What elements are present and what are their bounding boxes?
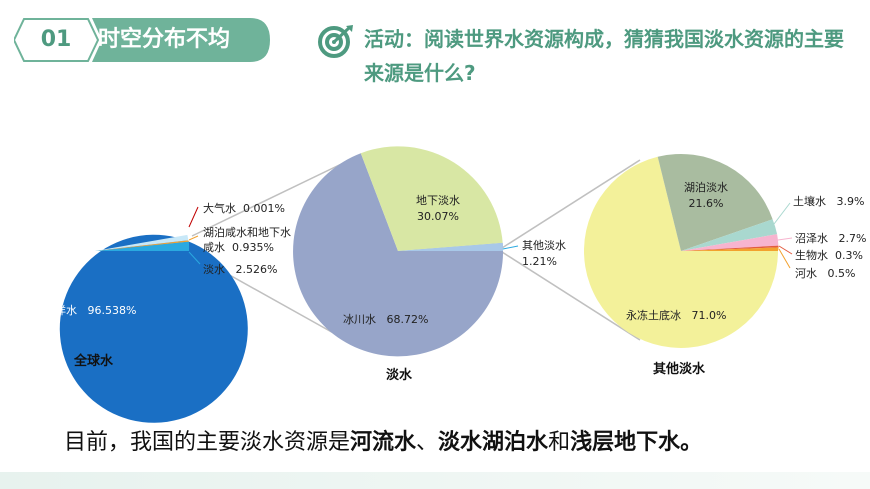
freshwater-pie [293, 146, 519, 357]
label-groundwater: 地下淡水 30.07% [416, 194, 460, 223]
caption-fresh: 淡水 [386, 368, 413, 383]
pie-slice-gap [95, 234, 189, 251]
caption-other: 其他淡水 [653, 362, 706, 377]
header-badge-shape [14, 18, 270, 62]
label-other-fresh: 其他淡水 1.21% [522, 239, 566, 268]
section-header: 01 时空分布不均 [14, 18, 270, 62]
conclusion-text: 目前，我国的主要淡水资源是河流水、淡水湖泊水和浅层地下水。 [64, 430, 703, 455]
activity-text: 活动：阅读世界水资源构成，猜猜我国淡水资源的主要来源是什么? [364, 27, 844, 85]
leader-other-fresh [502, 245, 519, 250]
highlight-ground: 浅层地下水 [570, 430, 681, 455]
leader-swamp [777, 237, 793, 241]
label-freshwater: 淡水 2.526% [203, 263, 278, 276]
leader-atmosphere [188, 206, 199, 228]
label-atmosphere: 大气水 0.001% [203, 202, 285, 215]
pie-slice-freshwater [95, 241, 190, 251]
pie-slice-lake-fresh [657, 153, 773, 251]
label-saline: 湖泊咸水和地下水咸水 0.935% [203, 226, 291, 254]
pie-slice-biological [681, 245, 779, 251]
highlight-lake: 淡水湖泊水 [438, 430, 549, 455]
label-river: 河水 0.5% [795, 267, 856, 280]
pie-slice-soil [681, 219, 778, 251]
leader-river [778, 248, 791, 269]
pie-slice-saline-lake-ground [95, 240, 189, 251]
label-swamp: 沼泽水 2.7% [795, 232, 867, 245]
pie-slice-groundwater [360, 146, 503, 251]
section-number: 01 [40, 27, 72, 52]
footer-bar [0, 472, 870, 489]
connector-line [501, 251, 641, 341]
leader-biological [778, 245, 793, 255]
label-soil: 土壤水 3.9% [793, 195, 865, 208]
section-title: 时空分布不均 [98, 27, 231, 52]
other-freshwater-pie [584, 153, 793, 348]
label-ocean: 海洋水 96.538% [44, 304, 137, 317]
label-biological: 生物水 0.3% [795, 249, 863, 262]
global-water-pie [59, 206, 248, 423]
pie-slice-swamp [681, 234, 779, 251]
pie-slice-glacier [293, 153, 504, 357]
caption-global: 全球水 [74, 354, 114, 369]
leader-soil [773, 202, 791, 225]
leader-freshwater [188, 251, 201, 265]
leader-saline [188, 235, 199, 241]
pie-slice-river [681, 247, 779, 251]
label-permafrost: 永冻土底冰 71.0% [626, 309, 727, 322]
label-lake-fresh: 湖泊淡水 21.6% [684, 181, 728, 210]
target-icon [318, 25, 353, 58]
connector-line [501, 159, 641, 249]
pie-slice-other-fresh [398, 242, 504, 251]
pie-slice-permafrost [584, 156, 778, 348]
highlight-river: 河流水 [350, 430, 417, 455]
label-glacier: 冰川水 68.72% [343, 313, 429, 326]
connector-line [191, 154, 361, 237]
pie-slice-ocean [59, 234, 248, 423]
